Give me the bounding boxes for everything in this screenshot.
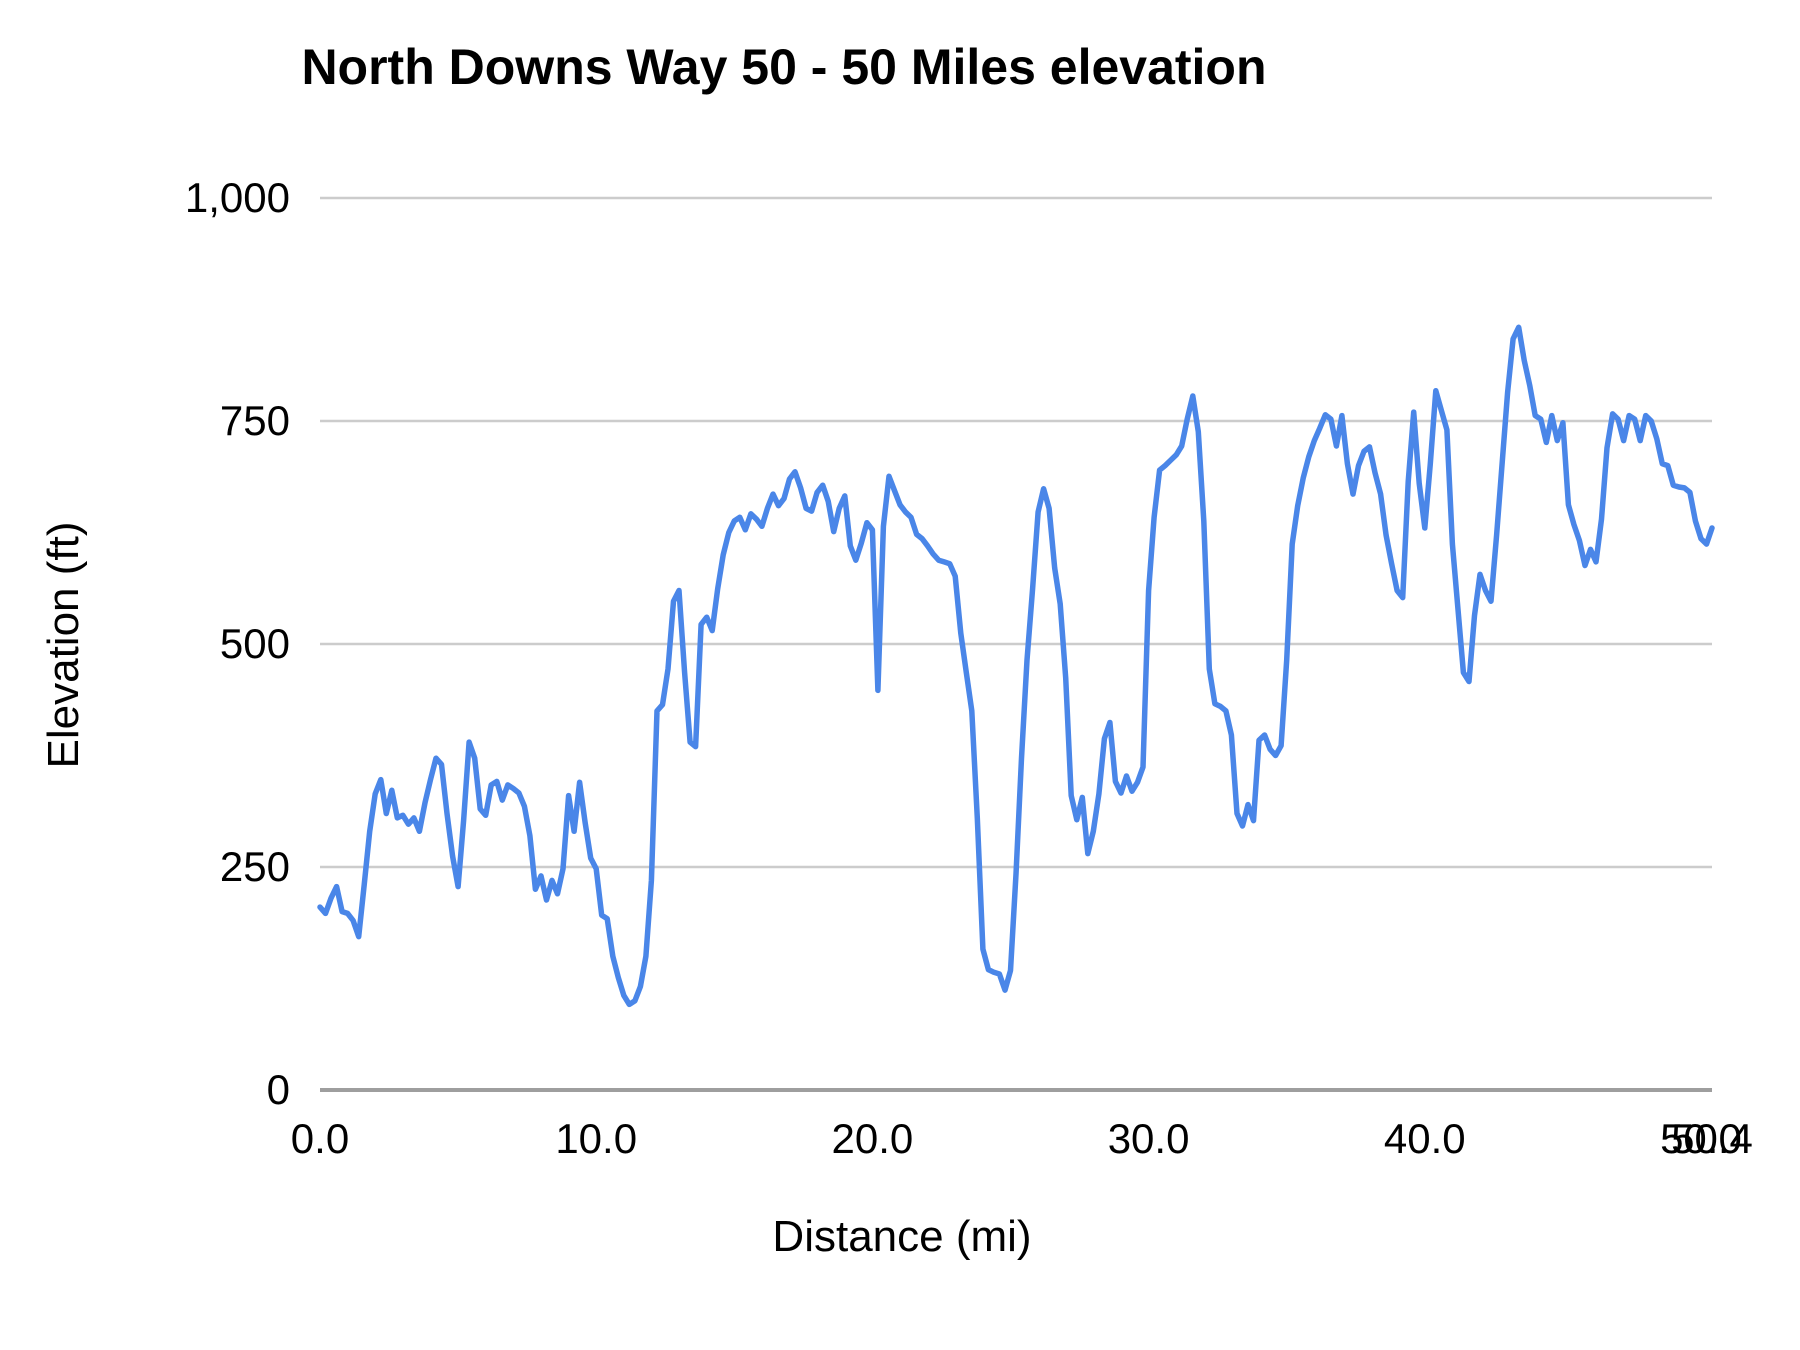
x-tick-label-40.0: 40.0 [1383, 1115, 1466, 1162]
x-tick-label-50.0: 50.0 [1660, 1115, 1742, 1162]
y-tick-label-250: 250 [219, 843, 290, 890]
x-axis-title: Distance (mi) [772, 1212, 1032, 1261]
x-tick-label-20.0: 20.0 [831, 1115, 914, 1162]
y-tick-label-500: 500 [219, 620, 290, 667]
x-tick-label-0.0: 0.0 [290, 1115, 350, 1162]
x-tick-label-50.4: 50.4 [1671, 1115, 1753, 1162]
y-tick-label-1000: 1,000 [184, 174, 290, 221]
chart-title: North Downs Way 50 - 50 Miles elevation [301, 39, 1267, 95]
x-tick-label-30.0: 30.0 [1107, 1115, 1190, 1162]
y-tick-label-0: 0 [266, 1066, 290, 1113]
elevation-line [317, 324, 1715, 1008]
y-tick-label-750: 750 [219, 397, 290, 444]
x-tick-label-10.0: 10.0 [555, 1115, 638, 1162]
